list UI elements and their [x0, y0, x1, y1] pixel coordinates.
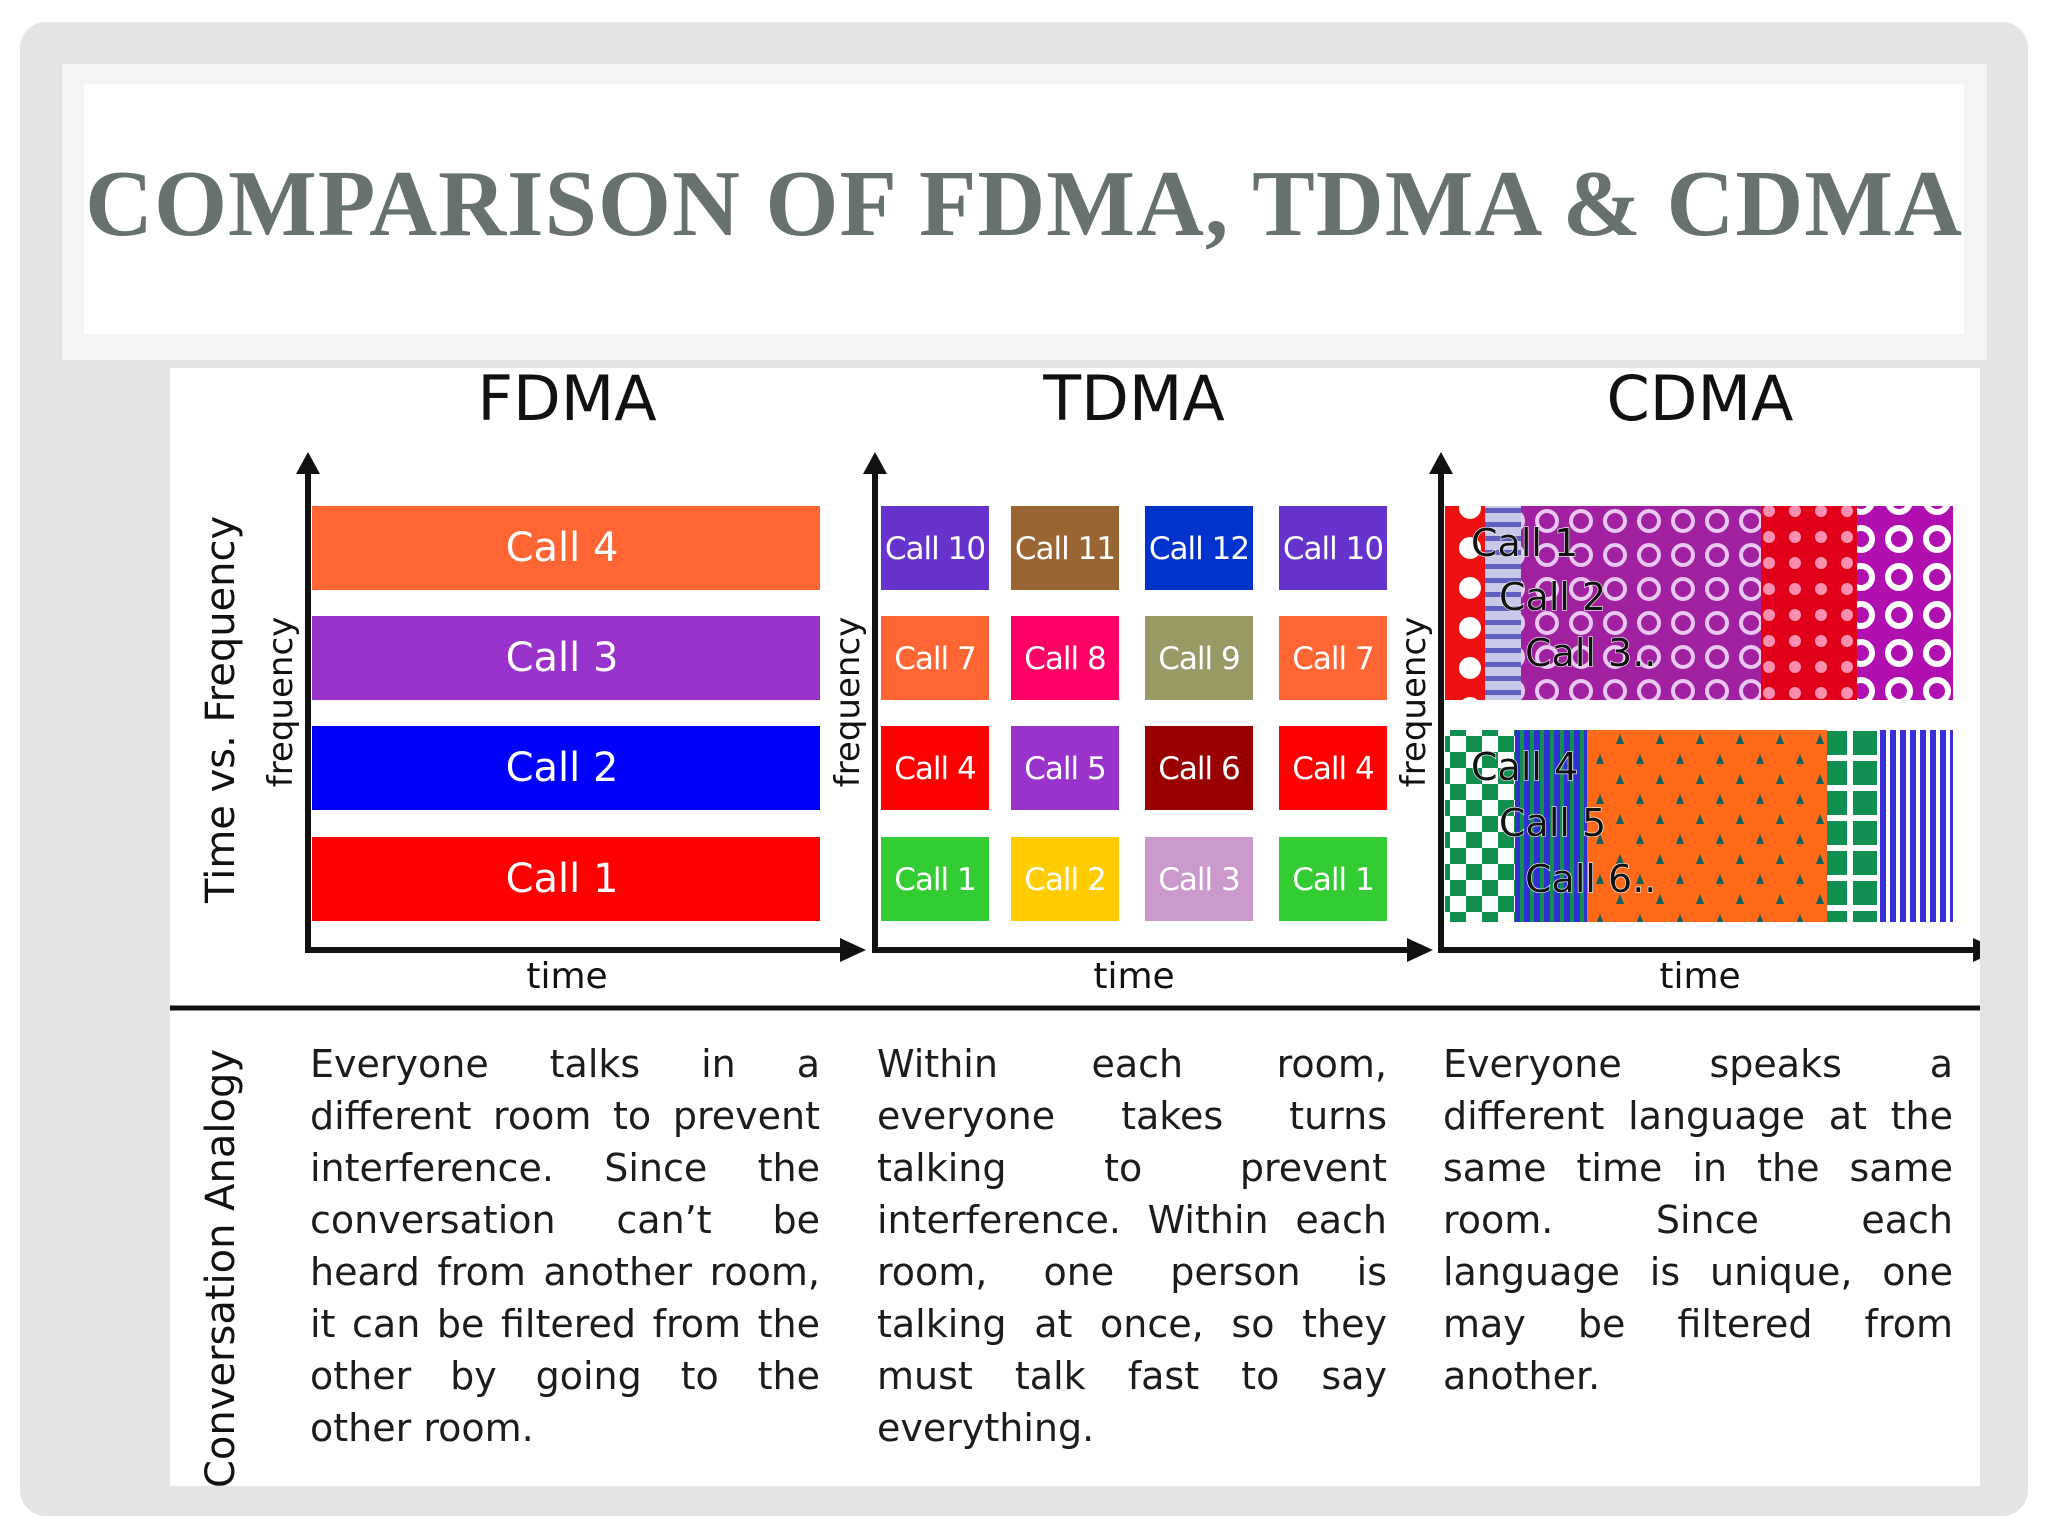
tdma-panel: TDMA time frequency Call 10 Call 11 Call 12 Ca…: [828, 368, 1433, 997]
cdma-y-axis-arrow: [1429, 452, 1453, 474]
fdma-band: [312, 506, 820, 590]
cdma-panel: CDMA time frequency Call 1 Call 2 Call 3.. Cal…: [1394, 368, 1980, 997]
cdma-call-label: Call 3..: [1525, 631, 1656, 675]
tdma-y-axis-arrow: [863, 452, 887, 474]
tdma-slot: [1279, 506, 1387, 590]
comparison-diagram: FDMA time frequency Call 4 Call 3 Call 2 Call …: [170, 368, 1980, 1011]
cdma-x-axis-label: time: [1659, 956, 1740, 997]
tdma-slot: [1279, 837, 1387, 921]
cdma-call-label: Call 4: [1471, 745, 1578, 789]
tdma-slot-label: Call 11: [1015, 531, 1115, 567]
tdma-slot-label: Call 9: [1158, 641, 1239, 677]
tdma-slot-label: Call 1: [894, 862, 975, 898]
tdma-slot: [881, 837, 989, 921]
cdma-analogy-text: Everyone speaks a different language at …: [1443, 1042, 1953, 1398]
tdma-slot: [1011, 506, 1119, 590]
cdma-call-label: Call 2: [1499, 575, 1606, 619]
tdma-x-axis-label: time: [1093, 956, 1174, 997]
fdma-band-label: Call 3: [506, 635, 619, 681]
cdma-call-label: Call 6..: [1525, 857, 1656, 901]
cdma-code-strip: [1877, 730, 1953, 922]
fdma-panel-title: FDMA: [477, 368, 656, 435]
tdma-slot-label: Call 1: [1292, 862, 1373, 898]
fdma-x-axis-arrow: [840, 938, 866, 962]
fdma-y-axis-label: frequency: [261, 617, 301, 788]
tdma-slot: [1145, 616, 1253, 700]
fdma-band: [312, 616, 820, 700]
cdma-call-label: Call 5: [1499, 801, 1606, 845]
fdma-band-label: Call 1: [506, 856, 619, 902]
cdma-code-strip: [1445, 730, 1515, 922]
title-card-inner: [84, 84, 1964, 334]
tdma-slot: [1011, 837, 1119, 921]
fdma-band-label: Call 2: [506, 745, 619, 791]
tdma-slot-label: Call 2: [1024, 862, 1105, 898]
cdma-code-strip: [1827, 730, 1877, 922]
row-label-time-vs-frequency: Time vs. Frequency: [198, 515, 244, 903]
tdma-slot: [881, 506, 989, 590]
tdma-slot: [1011, 726, 1119, 810]
tdma-slot-label: Call 12: [1149, 531, 1249, 567]
tdma-slot-label: Call 7: [1292, 641, 1373, 677]
row-label-conversation-analogy: Conversation Analogy: [198, 1048, 244, 1486]
cdma-call-label: Call 1: [1471, 521, 1578, 565]
tdma-panel-title: TDMA: [1042, 368, 1225, 435]
tdma-slot-label: Call 10: [1283, 531, 1383, 567]
tdma-slot: [881, 726, 989, 810]
cdma-code-strip: [1857, 506, 1953, 700]
tdma-slot-label: Call 8: [1024, 641, 1105, 677]
tdma-slot: [1145, 837, 1253, 921]
cdma-y-axis-label: frequency: [1394, 617, 1434, 788]
fdma-band-label: Call 4: [506, 525, 619, 571]
cdma-code-strip: [1761, 506, 1857, 700]
tdma-y-axis-label: frequency: [828, 617, 868, 788]
tdma-slot: [1145, 726, 1253, 810]
tdma-x-axis-arrow: [1407, 938, 1433, 962]
tdma-slot-label: Call 10: [885, 531, 985, 567]
tdma-slot-label: Call 7: [894, 641, 975, 677]
cdma-code-strip: [1445, 506, 1485, 700]
fdma-band: [312, 726, 820, 810]
cdma-panel-title: CDMA: [1607, 368, 1794, 435]
tdma-analogy-text: Within each room, everyone takes turns t…: [877, 1042, 1387, 1450]
tdma-slot-label: Call 4: [1292, 751, 1373, 787]
tdma-slot-label: Call 5: [1024, 751, 1105, 787]
fdma-analogy-text: Everyone talks in a different room to pr…: [310, 1042, 820, 1450]
tdma-slot-label: Call 4: [894, 751, 975, 787]
tdma-slot-label: Call 3: [1158, 862, 1239, 898]
fdma-x-axis-label: time: [526, 956, 607, 997]
slide-title: COMPARISON OF FDMA, TDMA & CDMA: [85, 152, 1963, 256]
fdma-panel: FDMA time frequency Call 4 Call 3 Call 2 Call …: [261, 368, 866, 997]
cdma-x-axis-arrow: [1973, 938, 1980, 962]
cdma-code-strip: [1515, 730, 1587, 922]
tdma-slot: [1145, 506, 1253, 590]
tdma-slot: [1279, 726, 1387, 810]
fdma-band: [312, 837, 820, 921]
fdma-y-axis-arrow: [296, 452, 320, 474]
comparison-figure: FDMA time frequency Call 4 Call 3 Call 2 Call …: [170, 368, 1980, 1486]
tdma-slot-label: Call 6: [1158, 751, 1239, 787]
tdma-slot: [881, 616, 989, 700]
cdma-code-strip: [1485, 506, 1521, 700]
tdma-slot: [1279, 616, 1387, 700]
tdma-slot: [1011, 616, 1119, 700]
